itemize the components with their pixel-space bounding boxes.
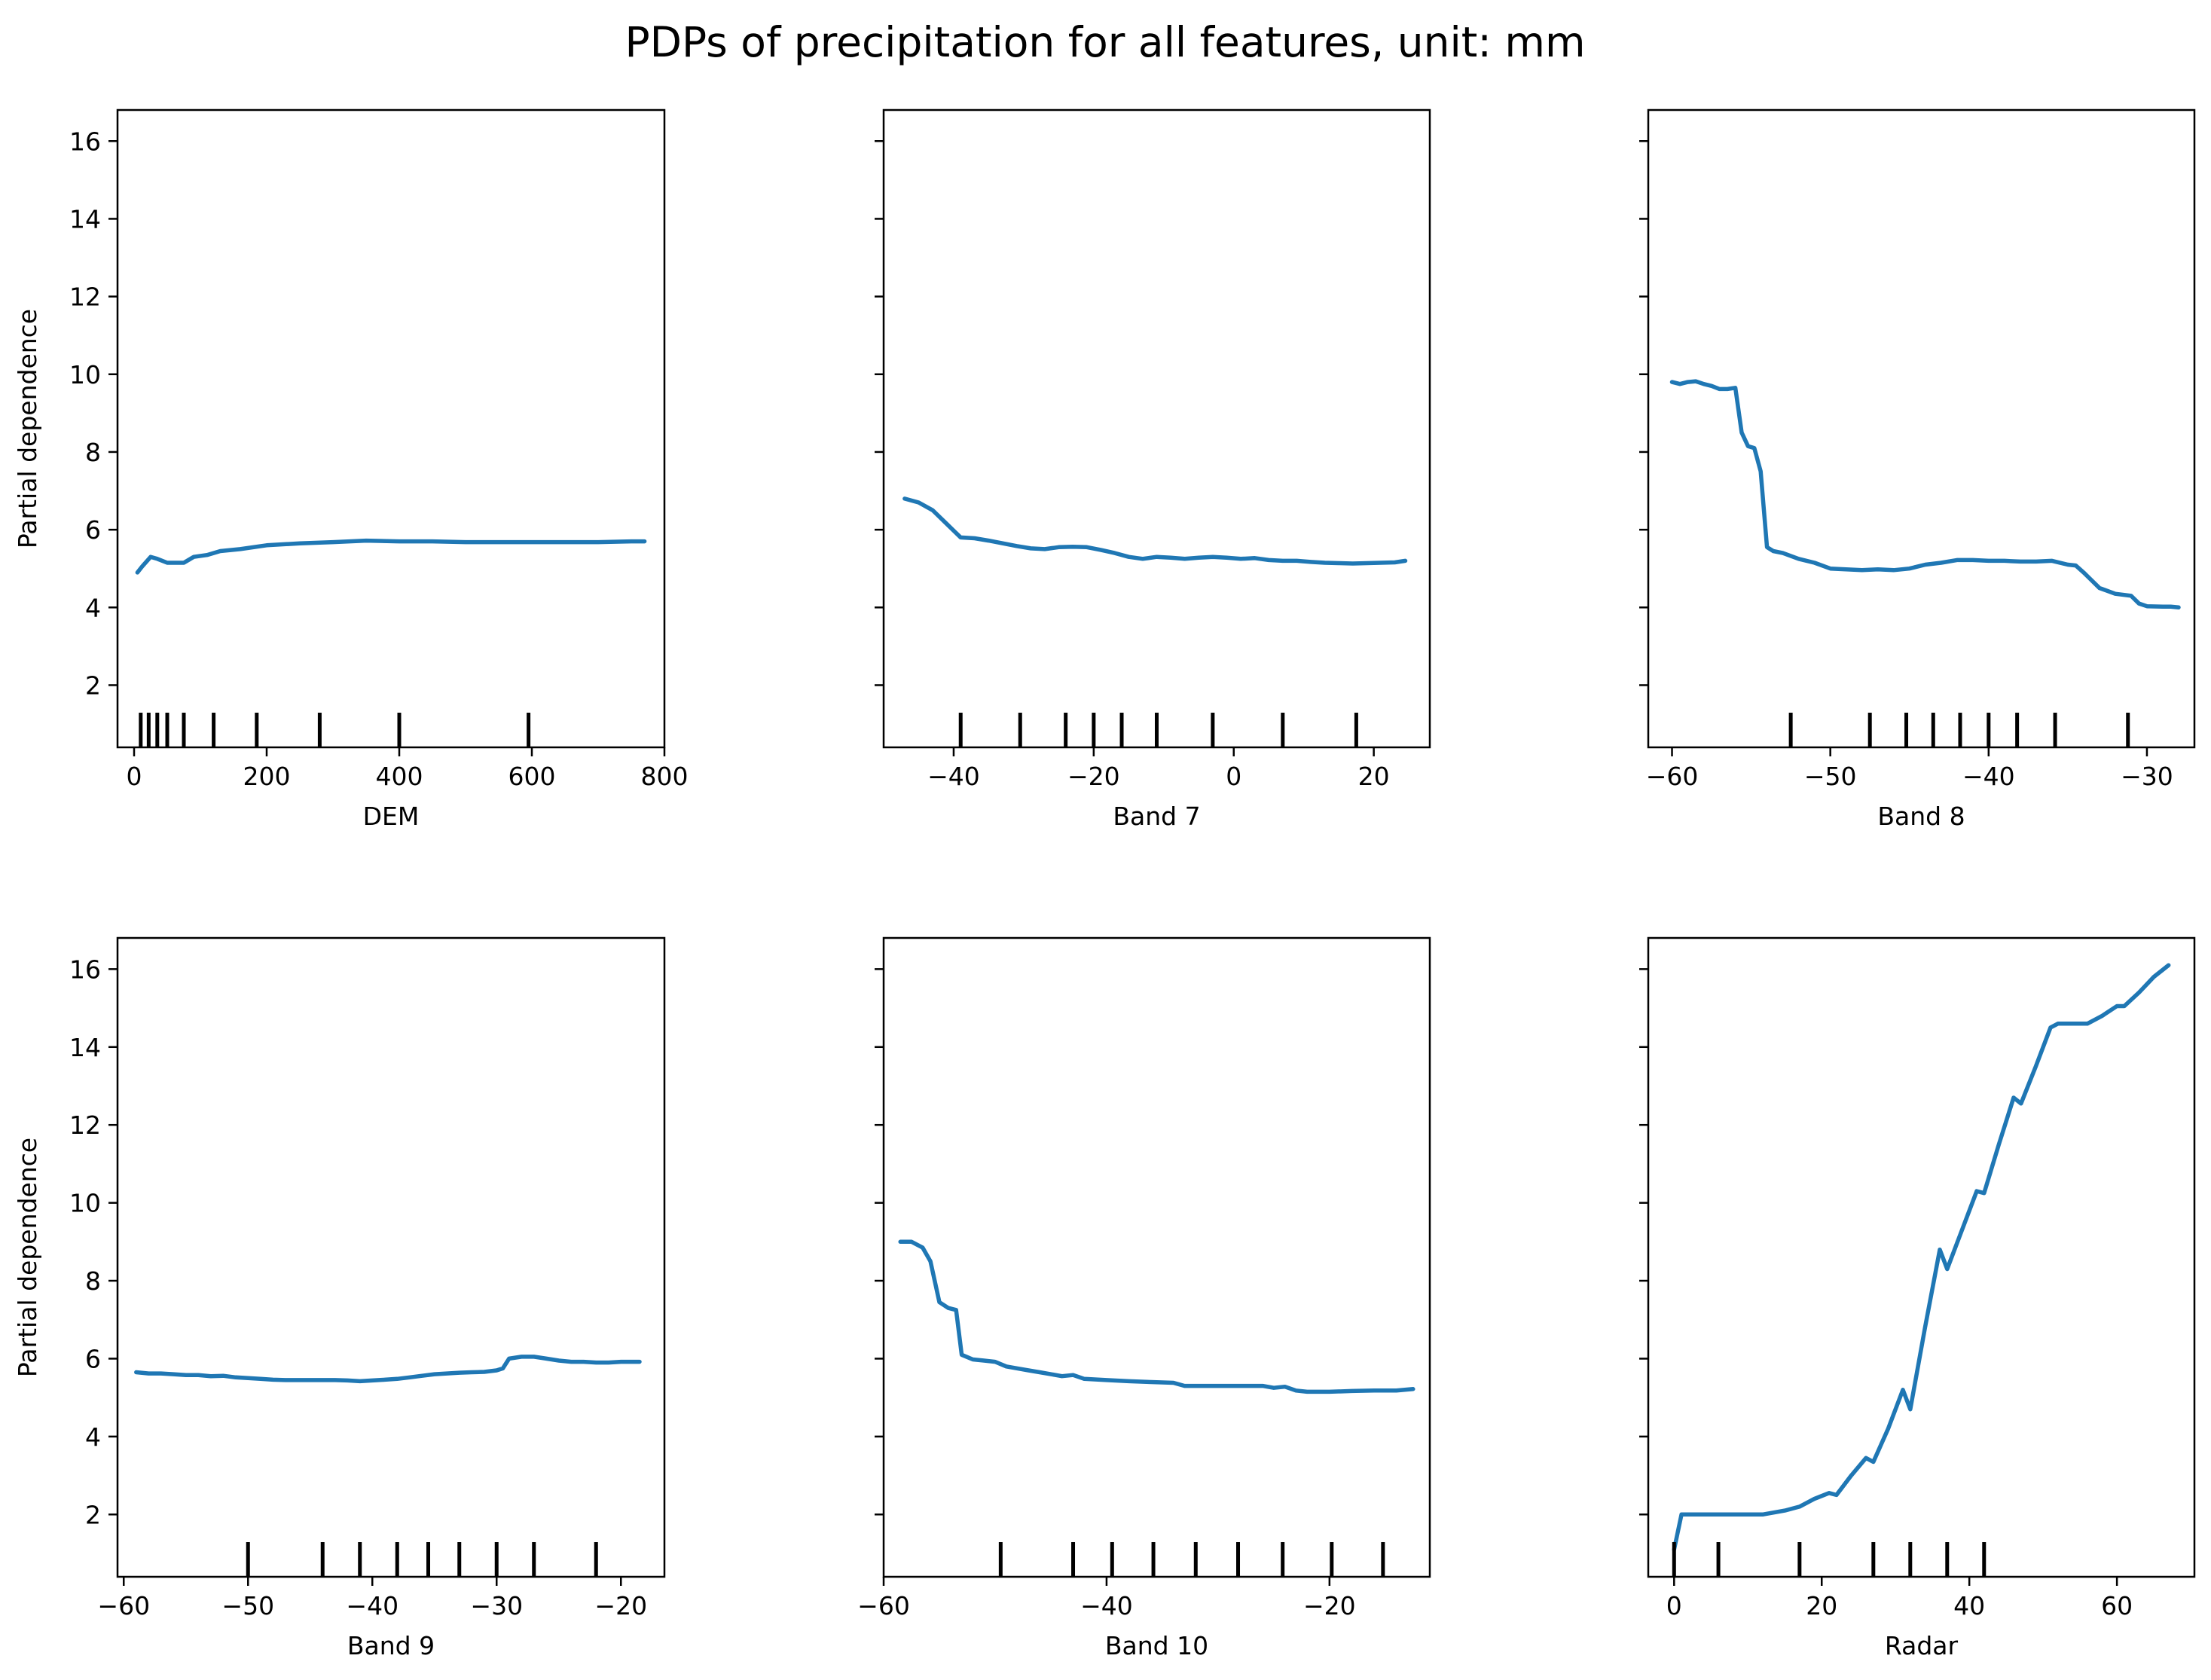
y-tick-label: 4	[85, 593, 101, 622]
x-tick-label: 800	[641, 762, 689, 791]
pdp-line	[898, 1239, 1415, 1394]
subplot-6: 0 20 40 60 Radar	[1639, 936, 2196, 1660]
x-tick-label: −50	[221, 1591, 274, 1620]
y-tick-label: 16	[69, 955, 101, 984]
y-tick-label: 12	[69, 283, 101, 312]
y-axis-label: Partial dependence	[13, 309, 42, 548]
y-tick-label: 10	[69, 360, 101, 389]
x-axis-label: Band 7	[1113, 802, 1200, 831]
x-tick-label: 40	[1953, 1591, 1985, 1620]
x-tick-label: 400	[376, 762, 423, 791]
subplot-5: −60 −40 −20 Band 10	[857, 936, 1431, 1660]
y-tick-label: 14	[69, 1033, 101, 1062]
x-axis-label: Band 10	[1105, 1631, 1208, 1660]
subplot-4: −60 −50 −40 −30 −20 2 4 6 8 10 12 14 16 Band 9 Partial…	[13, 936, 666, 1660]
pdp-line	[134, 1355, 642, 1384]
y-tick-label: 6	[85, 1344, 101, 1373]
x-axis-label: Radar	[1885, 1631, 1959, 1660]
y-tick-label: 8	[85, 438, 101, 467]
y-tick-label: 8	[85, 1266, 101, 1296]
x-tick-label: 20	[1806, 1591, 1837, 1620]
x-axis-label: DEM	[363, 802, 420, 831]
y-tick-label: 4	[85, 1422, 101, 1452]
x-tick-label: −60	[857, 1591, 910, 1620]
x-tick-label: 0	[1666, 1591, 1682, 1620]
x-tick-label: 200	[243, 762, 291, 791]
x-axis-label: Band 8	[1877, 802, 1965, 831]
subplot-1: 0 200 400 600 800 2 4 6 8 10 12 14 16 DEM Partial depe…	[13, 108, 689, 831]
x-tick-label: −20	[594, 1591, 647, 1620]
x-tick-label: 60	[2101, 1591, 2133, 1620]
pdp-line	[135, 538, 647, 575]
x-tick-label: −60	[1646, 762, 1699, 791]
y-tick-label: 10	[69, 1189, 101, 1218]
axes-frame	[882, 108, 1431, 749]
x-tick-label: −50	[1804, 762, 1857, 791]
pdp-line	[902, 496, 1408, 566]
y-tick-label: 2	[85, 670, 101, 700]
axes-frame	[116, 108, 666, 749]
x-tick-label: −40	[346, 1591, 399, 1620]
x-axis-label: Band 9	[347, 1631, 435, 1660]
x-tick-label: 0	[127, 762, 142, 791]
x-tick-label: 20	[1358, 762, 1390, 791]
y-tick-label: 16	[69, 127, 101, 156]
x-tick-label: −30	[2121, 762, 2173, 791]
subplot-2: −40 −20 0 20 Band 7	[875, 108, 1431, 831]
y-tick-label: 2	[85, 1500, 101, 1529]
x-tick-label: 0	[1226, 762, 1241, 791]
x-tick-label: −20	[1303, 1591, 1356, 1620]
y-tick-label: 14	[69, 204, 101, 234]
axes-frame	[1647, 108, 2196, 749]
axes-frame	[1647, 936, 2196, 1578]
x-tick-label: −40	[927, 762, 980, 791]
axes-frame	[882, 936, 1431, 1578]
axes-frame	[116, 936, 666, 1578]
x-tick-label: −60	[97, 1591, 150, 1620]
x-tick-label: −20	[1067, 762, 1120, 791]
pdp-line	[1672, 963, 2171, 1552]
figure-title: PDPs of precipitation for all features, …	[625, 18, 1585, 66]
x-tick-label: 600	[508, 762, 556, 791]
y-tick-label: 6	[85, 515, 101, 545]
x-tick-label: −40	[1962, 762, 2015, 791]
x-tick-label: −40	[1080, 1591, 1133, 1620]
x-tick-label: −30	[470, 1591, 523, 1620]
pdp-line	[1669, 379, 2181, 610]
subplot-3: −60 −50 −40 −30 Band 8	[1639, 108, 2196, 831]
y-axis-label: Partial dependence	[13, 1138, 42, 1377]
y-tick-label: 12	[69, 1110, 101, 1140]
